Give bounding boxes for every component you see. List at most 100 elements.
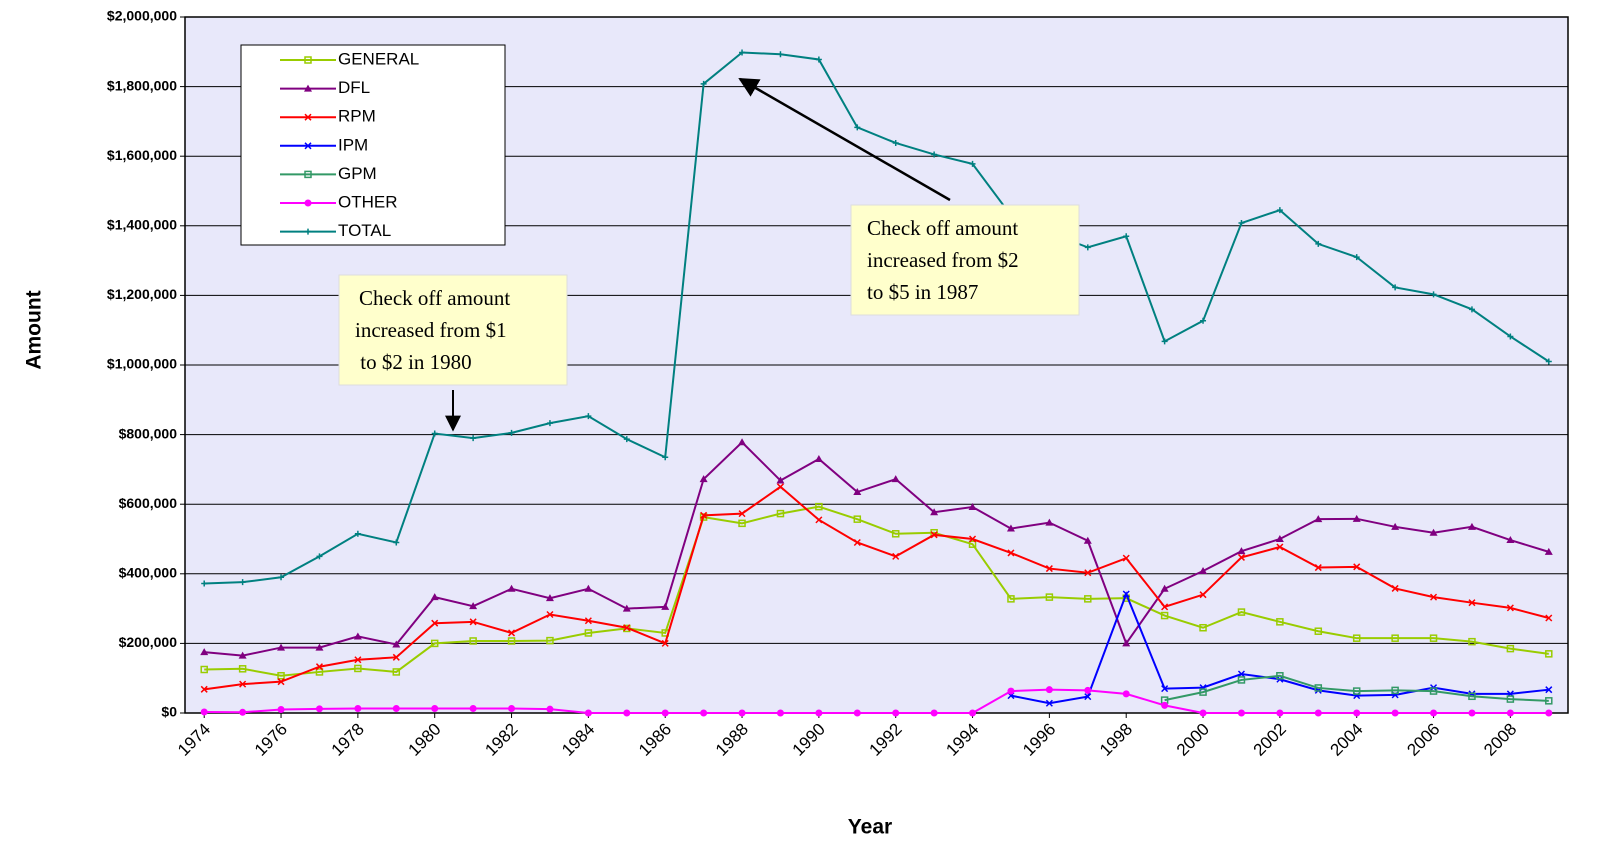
x-tick-label: 1988 [712, 720, 752, 760]
y-tick-label: $400,000 [119, 565, 178, 581]
point [1160, 584, 1169, 592]
point [623, 436, 630, 443]
point [815, 502, 823, 511]
y-tick-label: $0 [161, 704, 177, 720]
point [1467, 522, 1476, 530]
point [277, 672, 285, 680]
point [968, 540, 977, 548]
point [853, 488, 862, 496]
point [584, 617, 592, 625]
series-group [200, 483, 1553, 693]
point [354, 704, 362, 712]
point [1045, 518, 1054, 526]
point [1276, 672, 1284, 680]
line [204, 485, 1550, 691]
point [931, 151, 938, 158]
legend-label: GENERAL [338, 49, 419, 68]
x-tick-label: 1996 [1019, 720, 1059, 760]
point [1199, 688, 1207, 696]
point [393, 539, 400, 546]
point [304, 84, 312, 92]
point [1430, 593, 1438, 601]
point [315, 668, 324, 676]
series [200, 49, 1553, 717]
point [1391, 634, 1399, 642]
point [1237, 676, 1246, 684]
annotation-text: increased from $1 [355, 318, 507, 342]
point [1506, 604, 1514, 612]
point [304, 199, 312, 207]
point [738, 510, 746, 518]
point [469, 618, 477, 626]
point [623, 709, 631, 717]
point [1353, 563, 1361, 571]
point [738, 438, 747, 446]
legend-label: IPM [338, 135, 368, 154]
point [392, 668, 401, 676]
point [1237, 608, 1246, 616]
point [469, 602, 478, 610]
point [545, 594, 554, 602]
point [1007, 595, 1015, 603]
point [1429, 687, 1438, 695]
point [430, 639, 439, 648]
point [1275, 535, 1284, 542]
point [304, 170, 312, 179]
point [1314, 515, 1323, 523]
point [1507, 333, 1514, 340]
x-tick-label: 1992 [866, 720, 906, 760]
x-axis-label: Year [848, 816, 892, 839]
point [815, 709, 823, 717]
point [1314, 684, 1323, 692]
annotation: Check off amount increased from $2 to $5… [738, 77, 1080, 316]
point [1045, 593, 1054, 601]
x-tick-label: 1980 [405, 720, 445, 760]
point [277, 643, 286, 651]
y-tick-label: $600,000 [119, 495, 178, 511]
legend-label: OTHER [338, 192, 398, 211]
point [1429, 634, 1438, 642]
point [1276, 618, 1284, 626]
point [699, 513, 708, 521]
point [699, 475, 708, 483]
point [1122, 590, 1130, 598]
point [392, 640, 401, 648]
point [1391, 709, 1399, 717]
point [508, 704, 516, 712]
point [1161, 685, 1169, 693]
point [1314, 627, 1323, 635]
point [892, 552, 900, 560]
point [623, 624, 631, 632]
point [315, 705, 323, 713]
point [1006, 524, 1015, 532]
point [1429, 528, 1438, 536]
point [853, 538, 861, 547]
point [431, 430, 438, 437]
line [204, 440, 1550, 657]
point [1468, 599, 1476, 607]
point [304, 142, 312, 150]
point [584, 584, 593, 592]
point [930, 709, 938, 717]
x-tick-label: 2004 [1327, 720, 1367, 760]
point [1353, 254, 1360, 261]
point [1122, 639, 1131, 647]
point [1468, 692, 1476, 701]
point [1199, 591, 1207, 599]
point [1161, 338, 1168, 345]
legend-label: TOTAL [338, 221, 391, 240]
annotation-text: to $2 in 1980 [355, 350, 472, 374]
point [1084, 244, 1091, 251]
point [315, 643, 324, 651]
point [1083, 536, 1092, 544]
point [1276, 709, 1284, 717]
point [1122, 554, 1130, 562]
point [1199, 567, 1208, 575]
point [1468, 306, 1475, 313]
point [1276, 207, 1283, 214]
point [1199, 709, 1207, 717]
point [1392, 284, 1399, 291]
point [1122, 690, 1130, 698]
point [277, 706, 285, 714]
point [1007, 687, 1015, 695]
